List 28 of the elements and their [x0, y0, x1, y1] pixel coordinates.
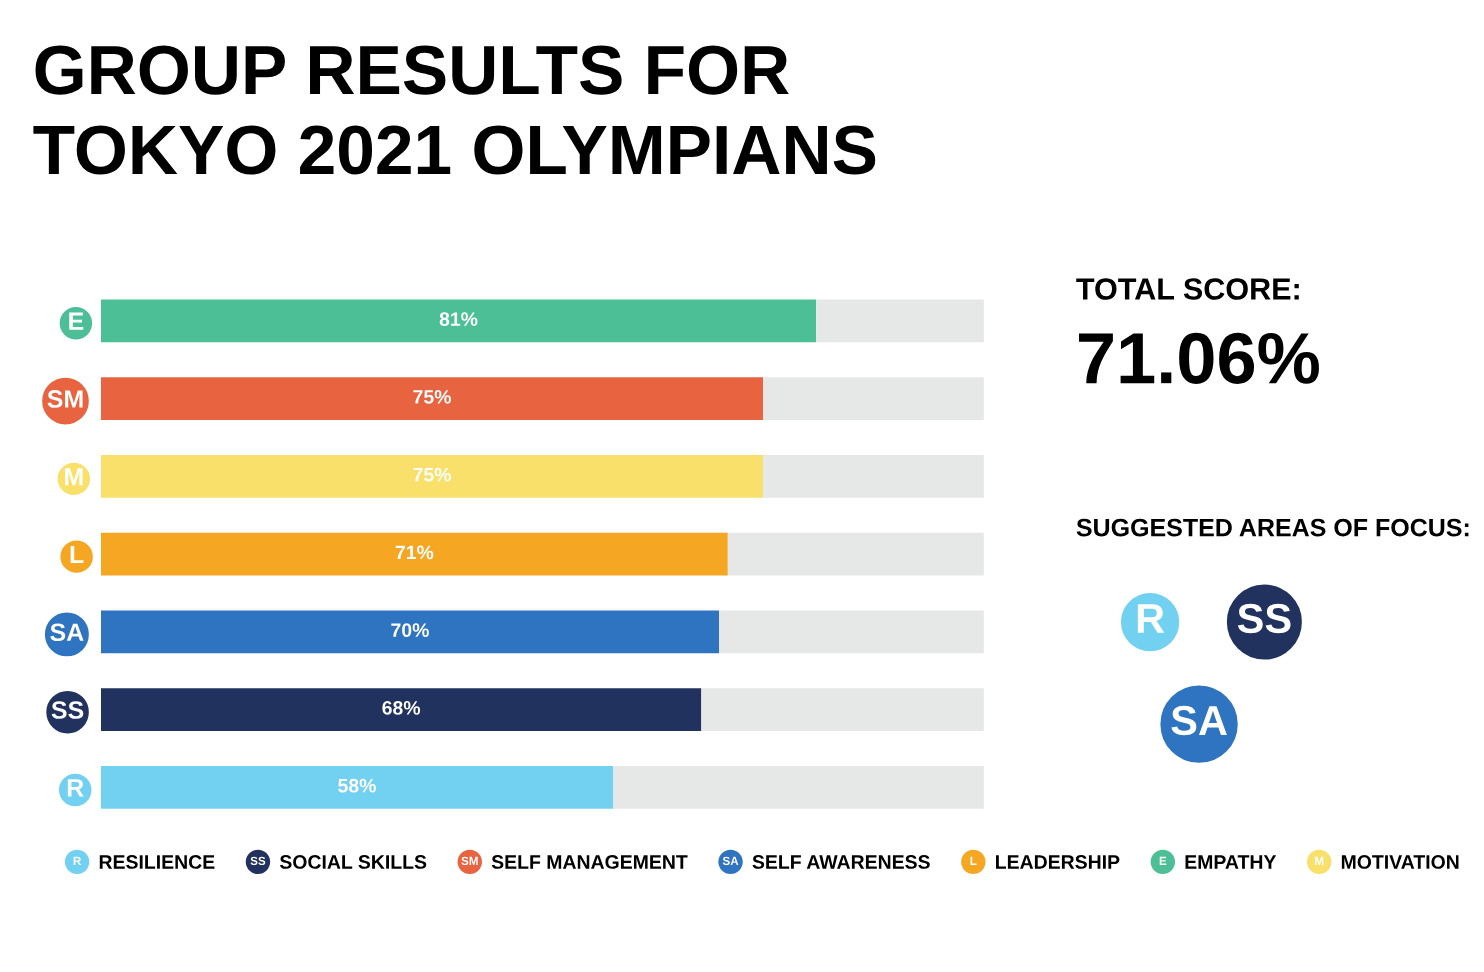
text: TOTAL SCORE:: [1076, 278, 1299, 300]
text: SUGGESTED AREAS OF FOCUS:: [1076, 518, 1469, 537]
y-tick-label: SM: [47, 390, 83, 408]
y-tick-label: L: [70, 545, 84, 564]
legend-label: MOTIVATION: [1341, 855, 1459, 869]
y-tick-label: M: [65, 468, 83, 486]
text: R: [1137, 604, 1165, 633]
data-label: 75%: [413, 390, 451, 404]
legend-label: LEADERSHIP: [996, 855, 1120, 869]
chart-title: GROUP RESULTS FOR TOKYO 2021 OLYMPIANS: [33, 45, 876, 175]
legend-label: SELF AWARENESS: [752, 855, 930, 869]
text: SS: [1237, 603, 1291, 634]
legend-label: SELF MANAGEMENT: [491, 855, 688, 869]
y-tick-label: R: [67, 779, 84, 797]
y-tick-label: E: [69, 312, 84, 330]
text: 71.06%: [1079, 332, 1319, 384]
legend-label: EMPATHY: [1185, 855, 1277, 869]
legend-label: RESILIENCE: [99, 855, 215, 869]
data-label: 81%: [439, 312, 478, 326]
text: SA: [1171, 705, 1227, 736]
data-label: 75%: [413, 467, 451, 482]
data-label: 58%: [338, 778, 376, 793]
data-label: 70%: [391, 623, 429, 638]
y-tick-label: SA: [50, 623, 84, 642]
y-tick-label: SS: [51, 701, 84, 719]
legend-label: SOCIAL SKILLS: [279, 855, 427, 869]
data-label: 68%: [382, 701, 421, 715]
data-label: 71%: [395, 545, 434, 560]
